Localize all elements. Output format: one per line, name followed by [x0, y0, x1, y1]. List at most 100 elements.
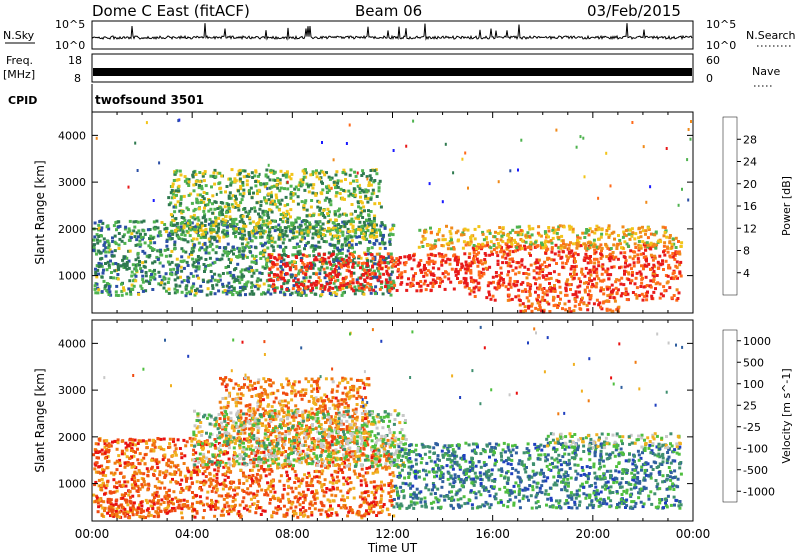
- range-cell: [373, 448, 377, 452]
- range-cell: [598, 301, 602, 305]
- range-cell: [664, 259, 668, 263]
- range-cell: [478, 286, 482, 290]
- range-cell: [370, 459, 374, 463]
- range-cell: [168, 442, 172, 446]
- range-cell: [305, 254, 309, 258]
- range-cell: [336, 470, 340, 474]
- range-cell: [279, 186, 283, 190]
- range-cell: [297, 245, 301, 248]
- range-cell: [433, 260, 437, 264]
- range-cell: [170, 260, 174, 264]
- range-cell: [161, 471, 165, 475]
- range-cell: [517, 230, 521, 234]
- range-cell: [586, 308, 590, 312]
- range-cell: [269, 490, 273, 494]
- range-cell: [205, 443, 209, 447]
- range-cell: [134, 258, 138, 262]
- range-cell: [187, 255, 191, 259]
- range-cell: [151, 493, 155, 497]
- range-cell: [454, 256, 457, 260]
- range-cell: [351, 265, 355, 269]
- range-cell: [345, 222, 348, 225]
- range-cell: [232, 248, 236, 251]
- nsky-trace: [92, 23, 693, 41]
- range-cell: [392, 514, 396, 518]
- range-cell: [212, 228, 216, 232]
- range-cell: [312, 254, 316, 258]
- range-cell: [268, 234, 272, 238]
- range-cell: [399, 256, 403, 260]
- range-cell: [234, 267, 238, 270]
- range-cell: [422, 282, 426, 286]
- range-cell: [92, 248, 96, 252]
- range-cell: [358, 220, 362, 224]
- range-cell: [677, 291, 681, 295]
- range-cell: [477, 225, 481, 229]
- range-cell: [272, 262, 275, 266]
- range-cell: [368, 223, 372, 227]
- range-cell: [553, 252, 557, 256]
- range-cell: [589, 243, 593, 247]
- range-cell: [567, 224, 571, 228]
- range-cell: [209, 270, 213, 273]
- range-cell: [277, 253, 281, 257]
- range-cell: [172, 267, 176, 271]
- range-cell: [383, 226, 387, 230]
- range-cell: [176, 235, 180, 239]
- range-cell: [610, 310, 614, 314]
- range-cell: [336, 241, 340, 245]
- range-cell: [441, 272, 445, 276]
- range-cell: [291, 490, 295, 494]
- range-cell: [382, 233, 385, 237]
- range-cell: [523, 305, 527, 309]
- range-cell: [340, 251, 344, 255]
- range-cell: [547, 256, 551, 260]
- range-cell: [122, 494, 126, 497]
- range-cell: [576, 253, 580, 257]
- range-cell: [302, 232, 306, 236]
- range-cell: [261, 220, 265, 223]
- range-cell: [139, 243, 143, 247]
- range-cell: [392, 286, 395, 290]
- range-cell: [153, 268, 156, 272]
- range-cell: [272, 171, 276, 175]
- range-cell: [185, 284, 189, 288]
- range-cell: [506, 287, 510, 291]
- range-cell: [185, 440, 189, 444]
- range-cell: [465, 267, 469, 271]
- range-cell: [209, 224, 213, 228]
- range-cell: [313, 192, 317, 196]
- range-cell: [309, 205, 313, 209]
- range-cell: [271, 285, 275, 289]
- range-cell: [371, 168, 375, 172]
- range-cell: [102, 484, 106, 488]
- range-cell: [359, 228, 363, 232]
- range-cell: [169, 272, 172, 276]
- range-cell: [159, 250, 163, 254]
- range-cell: [309, 289, 313, 293]
- range-cell: [485, 296, 489, 300]
- range-cell: [174, 447, 178, 451]
- range-cell: [597, 264, 601, 268]
- range-cell: [187, 276, 191, 280]
- range-cell: [109, 293, 113, 297]
- range-cell: [202, 479, 206, 483]
- range-cell: [312, 226, 315, 230]
- range-cell: [273, 240, 277, 244]
- range-cell: [203, 270, 206, 273]
- range-cell: [358, 183, 361, 187]
- range-cell: [324, 260, 328, 264]
- range-cell: [121, 258, 125, 262]
- range-cell: [520, 239, 524, 243]
- range-cell: [139, 232, 142, 236]
- range-cell: [498, 226, 502, 229]
- range-cell: [164, 494, 168, 498]
- range-cell: [213, 461, 217, 465]
- range-cell: [542, 310, 546, 314]
- range-cell: [192, 189, 196, 193]
- range-cell: [597, 245, 601, 249]
- range-cell: [194, 289, 197, 292]
- range-cell: [240, 234, 244, 238]
- nave-tick-bottom: 0: [706, 72, 713, 85]
- range-cell: [286, 264, 290, 268]
